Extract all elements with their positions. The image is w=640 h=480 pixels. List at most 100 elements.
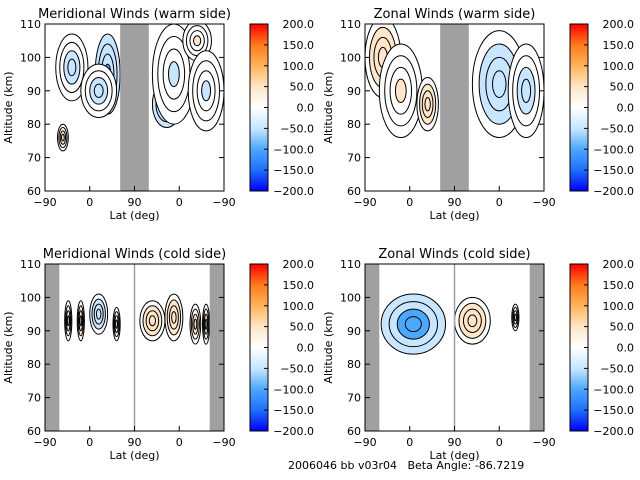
y-axis-label: Altitude (km) [2,311,15,383]
y-tick-label: 70 [347,392,361,405]
x-tick-label: −90 [212,436,235,449]
colorbar-tick-label: 150.0 [603,279,635,292]
y-tick-label: 90 [27,325,41,338]
colorbar-tick-label: 200.0 [603,258,635,271]
plot-title: Zonal Winds (warm side) [374,7,536,22]
x-tick-label: −90 [353,196,376,209]
y-tick-label: 110 [20,18,41,31]
contour-blob [93,83,104,98]
x-axis-label: Lat (deg) [430,449,480,462]
x-tick-label: 90 [128,196,142,209]
colorbar-tick-label: −200.0 [273,185,314,198]
colorbar-tick-label: 150.0 [283,279,315,292]
x-tick-label: 90 [448,436,462,449]
x-tick-label: −90 [33,196,56,209]
x-tick-label: 0 [406,436,413,449]
colorbar-tick-label: 50.0 [290,321,315,334]
contour-blob [513,313,517,322]
contour-blob [394,78,407,103]
x-tick-label: 0 [176,436,183,449]
colorbar-tick-label: −100.0 [273,383,314,396]
y-tick-label: 70 [347,152,361,165]
contour-blob [204,318,208,330]
contour-blob [66,315,70,327]
colorbar-tick-label: −50.0 [280,122,314,135]
colorbar-tick-label: 0.0 [617,342,635,355]
x-axis-label: Lat (deg) [430,209,480,222]
y-tick-label: 60 [347,425,361,438]
x-tick-label: −90 [353,436,376,449]
colorbar-tick-label: 50.0 [610,321,635,334]
data-gap [209,264,224,431]
y-tick-label: 110 [20,258,41,271]
contour-blob [492,70,507,98]
plot-title: Meridional Winds (cold side) [43,247,226,262]
contour-blob [168,61,180,88]
colorbar-tick-label: 200.0 [603,18,635,31]
colorbar-tick-label: −50.0 [600,362,634,375]
colorbar-tick-label: 0.0 [297,342,315,355]
contour-blob [67,58,77,77]
colorbar-tick-label: 100.0 [603,60,635,73]
y-tick-label: 70 [27,392,41,405]
x-tick-label: 90 [448,196,462,209]
contour-blob [521,78,532,103]
x-tick-label: 0 [496,436,503,449]
contour-blob [424,96,431,112]
y-tick-label: 100 [20,291,41,304]
panel-3: Zonal Winds (cold side) 60 70 80 90 100 110 −90… [322,247,634,462]
x-tick-label: 90 [128,436,142,449]
y-tick-label: 60 [27,185,41,198]
data-gap [45,264,60,431]
x-axis-label: Lat (deg) [110,209,160,222]
colorbar-tick-label: −200.0 [593,185,634,198]
colorbar-tick-label: 50.0 [290,81,315,94]
colorbar-tick-label: 200.0 [283,258,315,271]
contour-blob [79,315,83,327]
data-gap [529,264,544,431]
colorbar-tick-label: 100.0 [603,300,635,313]
y-tick-label: 80 [27,358,41,371]
x-tick-label: 0 [86,436,93,449]
y-tick-label: 60 [347,185,361,198]
y-tick-label: 100 [340,51,361,64]
contour-blob [404,316,422,333]
data-gap [365,264,380,431]
x-tick-label: −90 [33,436,56,449]
colorbar-tick-label: 100.0 [283,300,315,313]
y-axis-label: Altitude (km) [322,311,335,383]
panel-0: Meridional Winds (warm side) 60 70 80 90 100 1… [2,7,314,222]
contour-blob [171,311,177,324]
colorbar-tick-label: −200.0 [593,425,634,438]
y-tick-label: 80 [27,118,41,131]
colorbar-tick-label: −100.0 [593,383,634,396]
y-tick-label: 90 [27,85,41,98]
x-axis-label: Lat (deg) [110,449,160,462]
x-tick-label: −90 [532,436,555,449]
contour-blob [467,314,478,328]
y-tick-label: 110 [340,258,361,271]
y-axis-label: Altitude (km) [2,71,15,143]
y-tick-label: 90 [347,85,361,98]
contour-blob [193,318,198,330]
colorbar-tick-label: 0.0 [297,102,315,115]
y-tick-label: 100 [340,291,361,304]
y-tick-label: 80 [347,118,361,131]
colorbar-tick-label: 50.0 [610,81,635,94]
colorbar-tick-label: −50.0 [280,362,314,375]
colorbar-tick-label: 150.0 [283,39,315,52]
panel-1: Zonal Winds (warm side) 60 70 80 90 100 110 −90… [322,7,634,222]
x-tick-label: 0 [176,196,183,209]
x-tick-label: 0 [86,196,93,209]
contour-blob [201,80,212,102]
y-tick-label: 60 [27,425,41,438]
contour-blob [148,315,157,327]
y-tick-label: 110 [340,18,361,31]
colorbar-tick-label: −200.0 [273,425,314,438]
contour-blob [61,133,65,142]
colorbar-tick-label: 200.0 [283,18,315,31]
colorbar-tick-label: −50.0 [600,122,634,135]
x-tick-label: 0 [496,196,503,209]
x-tick-label: 0 [406,196,413,209]
